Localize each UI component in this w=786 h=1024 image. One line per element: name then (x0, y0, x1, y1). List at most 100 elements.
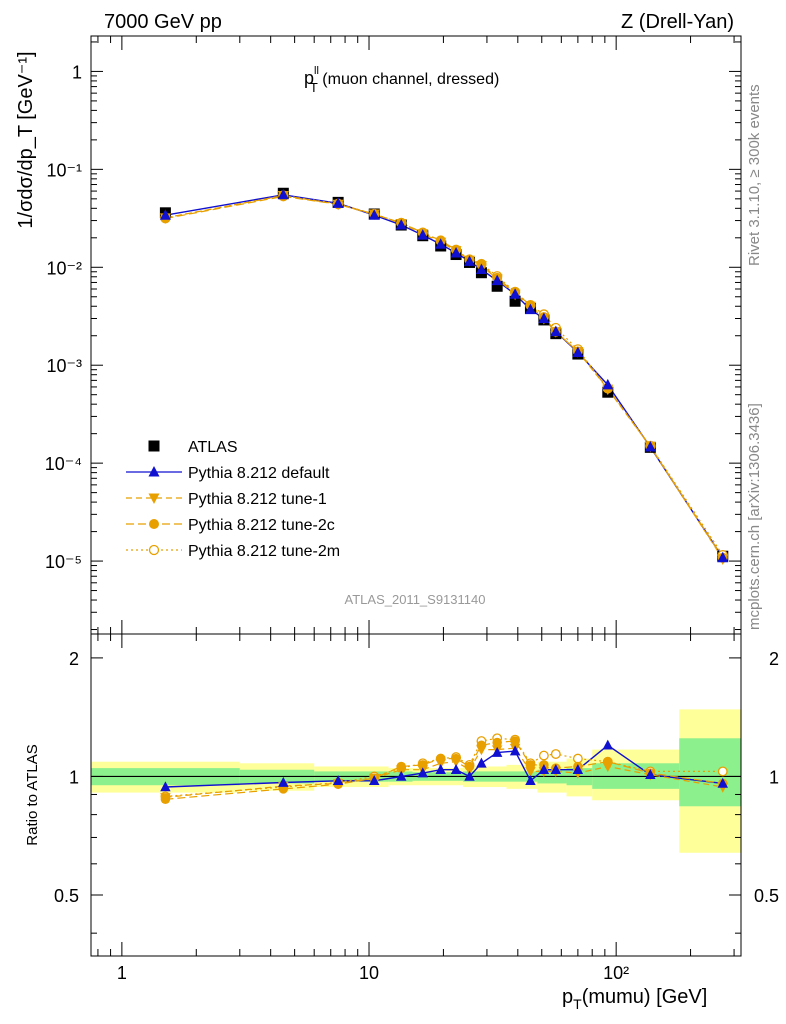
xlabel-p: p (562, 986, 573, 1008)
ratio-point (476, 745, 487, 756)
y-tick-label: 1 (72, 62, 82, 82)
ratio-y-tick-label: 2 (69, 649, 79, 669)
y-tick-label: 10⁻¹ (46, 160, 82, 180)
ratio-y-tick-label-right: 0.5 (754, 886, 779, 906)
data-point (159, 209, 171, 220)
main-title: pll T (muon channel, dressed) (304, 65, 499, 95)
ratio-point (717, 777, 728, 788)
ratio-point (525, 775, 536, 786)
title-rest: (muon channel, dressed) (318, 71, 499, 88)
data-point (572, 346, 584, 357)
ratio-point (369, 775, 380, 786)
y-tick-label: 10⁻³ (46, 356, 82, 376)
data-point (509, 295, 521, 307)
ratio-point (645, 769, 656, 780)
ratio-point (160, 793, 171, 804)
watermark: ATLAS_2011_S9131140 (345, 592, 486, 607)
data-point (538, 312, 550, 323)
data-point (602, 378, 614, 390)
ratio-point (572, 764, 584, 775)
band-inner (679, 738, 741, 807)
ratio-point (491, 746, 503, 757)
data-point (450, 246, 462, 258)
ratio-ylabel: Ratio to ATLAS (24, 744, 41, 845)
x-tick-label: 10² (603, 963, 629, 983)
ratio-point (550, 764, 562, 775)
data-point (277, 188, 289, 200)
ratio-point (572, 753, 583, 764)
data-point (491, 274, 503, 286)
ratio-y-tick-label: 1 (69, 767, 79, 787)
legend: ATLAS Pythia 8.212 default Pythia 8.212 tu… (126, 439, 340, 560)
legend-marker (148, 440, 160, 452)
data-point (435, 238, 447, 249)
ratio-point (160, 781, 171, 792)
main-plot: 10⁻⁵ 10⁻⁴ 10⁻³ 10⁻² 10⁻¹ 1 pll T (muon channel… (15, 35, 742, 635)
side-label-rivet: Rivet 3.1.10, ≥ 300k events (746, 84, 763, 266)
ratio-point (435, 759, 446, 769)
ratio-y-tick-label: 0.5 (54, 886, 79, 906)
legend-label: Pythia 8.212 tune-2m (188, 543, 340, 560)
data-point (491, 280, 503, 292)
legend-marker (149, 519, 159, 529)
data-point (644, 441, 656, 452)
ratio-point (396, 770, 407, 781)
data-point (524, 303, 536, 315)
title-sub: T (310, 80, 318, 95)
y-tick-label: 10⁻² (46, 258, 82, 278)
header-left: 7000 GeV pp (104, 11, 222, 33)
data-point (717, 551, 729, 563)
ratio-plot: 0.5 0.5 1 1 2 2 1 10 10² Ratio to ATLAS pT(mumu)… (24, 633, 779, 1012)
data-point (395, 219, 407, 230)
xlabel-sub: T (573, 996, 582, 1012)
legend-label: ATLAS (188, 439, 238, 456)
y-tick-label: 10⁻⁴ (45, 454, 82, 474)
legend-label: Pythia 8.212 tune-1 (188, 491, 327, 508)
ratio-point (602, 739, 614, 750)
header-right: Z (Drell-Yan) (621, 11, 734, 33)
ratio-point (510, 736, 520, 746)
ratio-point (550, 749, 561, 759)
legend-marker (148, 466, 160, 477)
ratio-point (450, 757, 462, 768)
main-ylabel: 1/σdσ/dp_T [GeV⁻¹] (15, 51, 37, 228)
ratio-y-tick-label-right: 1 (769, 767, 779, 787)
data-point (417, 229, 429, 240)
x-axis-label: pT(mumu) [GeV] (562, 986, 707, 1012)
legend-marker (148, 544, 160, 556)
title-sup: ll (314, 65, 319, 77)
ratio-y-tick-label-right: 2 (769, 649, 779, 669)
ratio-point (450, 764, 462, 775)
ratio-point (717, 766, 728, 777)
ratio-point (538, 764, 550, 775)
data-point (463, 255, 475, 266)
x-tick-label: 10 (359, 963, 379, 983)
ratio-point (525, 767, 536, 778)
ratio-point (602, 762, 614, 773)
xlabel-rest: (mumu) [GeV] (582, 986, 708, 1008)
title-p: p (304, 68, 314, 88)
data-point (332, 197, 344, 208)
data-point (368, 209, 380, 220)
legend-marker (148, 493, 160, 504)
data-point (509, 288, 521, 299)
ratio-point (538, 750, 549, 761)
y-tick-label: 10⁻⁵ (45, 552, 82, 572)
legend-label: Pythia 8.212 tune-2c (188, 517, 335, 534)
ratio-point (332, 775, 344, 786)
data-point (475, 263, 487, 274)
ratio-point (396, 765, 407, 776)
ratio-point (278, 776, 289, 787)
ratio-point (492, 737, 502, 748)
x-tick-label: 1 (117, 963, 127, 983)
ratio-point (417, 767, 428, 778)
ratio-point (476, 757, 487, 768)
data-point (550, 325, 562, 337)
ratio-point (464, 765, 475, 776)
ratio-frame (90, 633, 742, 957)
ratio-point (435, 764, 446, 775)
side-label-mcplots: mcplots.cern.ch [arXiv:1306.3436] (746, 403, 763, 630)
ratio-point (464, 770, 475, 781)
legend-label: Pythia 8.212 default (188, 465, 330, 482)
